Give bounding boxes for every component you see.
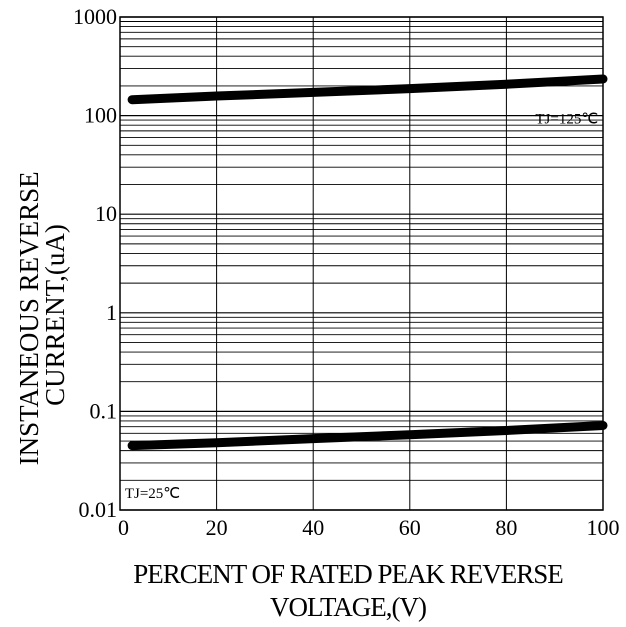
y-tick-labels: 0.01 0.1 1 10 100 1000 bbox=[73, 4, 117, 522]
series-line-tj-25c bbox=[127, 421, 608, 451]
y-axis-label: INSTANEOUS REVERSE CURRENT,(uA) bbox=[14, 165, 70, 466]
x-tick-labels: 0 20 40 60 80 100 bbox=[118, 515, 620, 540]
x-tick-label: 60 bbox=[399, 515, 421, 540]
annotation-tj-125c: TJ=125℃ bbox=[535, 112, 598, 128]
annotation-tj-25c: TJ=25℃ bbox=[125, 486, 180, 502]
y-tick-label: 1 bbox=[106, 300, 117, 325]
x-tick-label: 100 bbox=[587, 515, 620, 540]
x-axis-label-line-2: VOLTAGE,(V) bbox=[270, 592, 426, 622]
series-line-tj-125c bbox=[127, 74, 608, 105]
annotations: TJ=125℃ TJ=25℃ bbox=[125, 112, 598, 502]
y-tick-label: 0.1 bbox=[90, 398, 118, 423]
y-tick-label: 100 bbox=[84, 103, 117, 128]
x-tick-label: 0 bbox=[118, 515, 129, 540]
y-axis-label-line-1: INSTANEOUS REVERSE bbox=[14, 171, 44, 465]
series-group bbox=[127, 74, 608, 451]
plot-frame bbox=[119, 16, 604, 511]
y-axis-label-line-2: CURRENT,(uA) bbox=[40, 224, 70, 406]
x-axis-label-line-1: PERCENT OF RATED PEAK REVERSE bbox=[133, 559, 563, 589]
y-tick-label: 1000 bbox=[73, 4, 117, 29]
y-tick-label: 10 bbox=[95, 201, 117, 226]
x-tick-label: 20 bbox=[206, 515, 228, 540]
y-tick-label: 0.01 bbox=[79, 497, 118, 522]
x-tick-label: 40 bbox=[302, 515, 324, 540]
x-tick-label: 80 bbox=[495, 515, 517, 540]
